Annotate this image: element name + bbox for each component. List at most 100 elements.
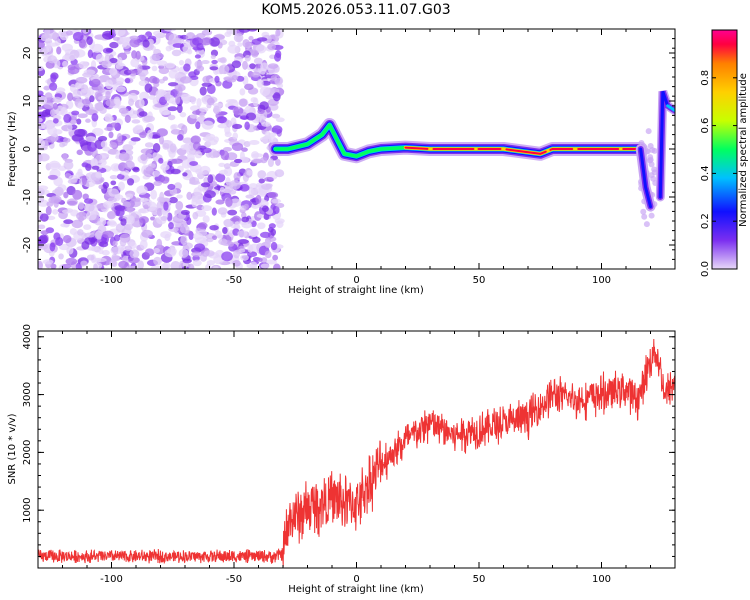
noise-blob xyxy=(155,53,165,59)
noise-blob xyxy=(167,183,176,191)
x-tick-label: 0 xyxy=(353,275,359,286)
noise-blob xyxy=(211,59,218,65)
noise-blob xyxy=(75,262,82,269)
noise-blob xyxy=(109,122,118,128)
noise-blob xyxy=(126,205,134,213)
noise-blob xyxy=(152,170,161,177)
x-tick-label: -100 xyxy=(100,574,123,585)
noise-blob xyxy=(238,29,251,33)
noise-blob xyxy=(94,103,101,111)
noise-blob xyxy=(206,84,216,95)
noise-blob xyxy=(259,86,271,96)
noise-blob xyxy=(67,179,78,185)
colorbar-tick-label: 0.8 xyxy=(700,70,711,86)
noise-blob xyxy=(118,260,129,269)
noise-blob xyxy=(52,208,59,215)
noise-blob xyxy=(118,152,130,162)
noise-blob xyxy=(195,168,202,175)
noise-blob xyxy=(203,176,209,184)
noise-blob xyxy=(203,250,215,257)
noise-blob xyxy=(144,83,153,93)
noise-blob xyxy=(220,150,230,161)
noise-blob xyxy=(91,113,99,122)
noise-blob xyxy=(56,46,62,55)
y-tick-label: -10 xyxy=(22,189,33,205)
noise-blob xyxy=(168,69,179,79)
noise-blob xyxy=(72,90,83,98)
noise-blob xyxy=(273,263,281,269)
noise-blob xyxy=(643,221,650,228)
noise-blob xyxy=(104,115,114,123)
noise-blob xyxy=(52,96,62,103)
spectrogram-y-axis-label: Frequency (Hz) xyxy=(7,111,18,187)
noise-blob xyxy=(67,66,80,75)
noise-blob xyxy=(192,259,202,267)
noise-blob xyxy=(264,239,271,248)
noise-blob xyxy=(104,127,114,132)
noise-blob xyxy=(160,176,170,184)
x-tick-label: 50 xyxy=(473,574,486,585)
noise-blob xyxy=(77,113,88,119)
y-tick-label: 1000 xyxy=(22,497,33,522)
noise-blob xyxy=(218,65,224,75)
noise-blob xyxy=(70,119,77,125)
noise-blob xyxy=(251,153,264,158)
noise-blob xyxy=(227,209,238,216)
noise-blob xyxy=(138,216,149,224)
noise-blob xyxy=(110,180,117,186)
noise-blob xyxy=(78,61,89,69)
noise-blob xyxy=(172,38,185,44)
noise-blob xyxy=(189,75,199,81)
noise-blob xyxy=(176,194,183,199)
noise-blob xyxy=(94,257,107,263)
noise-blob xyxy=(268,223,276,229)
noise-blob xyxy=(222,226,228,234)
noise-blob xyxy=(101,60,112,68)
noise-blob xyxy=(226,120,232,128)
noise-blob xyxy=(38,117,43,123)
noise-blob xyxy=(137,64,143,74)
noise-blob xyxy=(261,205,269,212)
noise-blob xyxy=(648,212,655,219)
noise-blob xyxy=(62,60,69,68)
noise-blob xyxy=(43,85,51,91)
noise-blob xyxy=(257,108,265,114)
noise-blob xyxy=(110,246,123,255)
noise-blob xyxy=(165,45,172,52)
noise-blob xyxy=(52,102,59,110)
noise-blob xyxy=(158,67,170,75)
noise-blob xyxy=(175,201,184,211)
noise-blob xyxy=(69,83,77,93)
x-tick-label: -100 xyxy=(100,275,123,286)
noise-blob xyxy=(242,38,250,48)
noise-blob xyxy=(222,146,232,152)
noise-blob xyxy=(211,235,218,240)
spectrogram-noise-field xyxy=(38,29,659,269)
colorbar-tick-label: 0.6 xyxy=(700,118,711,134)
noise-blob xyxy=(226,29,232,35)
noise-blob xyxy=(158,135,165,145)
noise-blob xyxy=(199,107,209,113)
noise-blob xyxy=(63,191,69,199)
noise-blob xyxy=(164,93,171,102)
noise-blob xyxy=(82,193,89,200)
y-tick-label: 4000 xyxy=(22,324,33,349)
x-tick-label: 0 xyxy=(353,574,359,585)
noise-blob xyxy=(66,123,73,132)
noise-blob xyxy=(172,43,185,48)
noise-blob xyxy=(159,191,165,202)
noise-blob xyxy=(137,260,145,269)
noise-blob xyxy=(268,135,277,144)
noise-blob xyxy=(257,222,266,230)
noise-blob xyxy=(130,58,140,68)
noise-blob xyxy=(195,121,201,130)
noise-blob xyxy=(50,74,57,83)
noise-blob xyxy=(192,110,202,115)
noise-blob xyxy=(190,96,196,105)
x-tick-label: -50 xyxy=(226,275,242,286)
noise-blob xyxy=(216,116,227,124)
noise-blob xyxy=(38,95,48,105)
noise-blob xyxy=(195,199,203,205)
colorbar-tick-label: 0.0 xyxy=(700,261,711,277)
noise-blob xyxy=(103,200,115,209)
